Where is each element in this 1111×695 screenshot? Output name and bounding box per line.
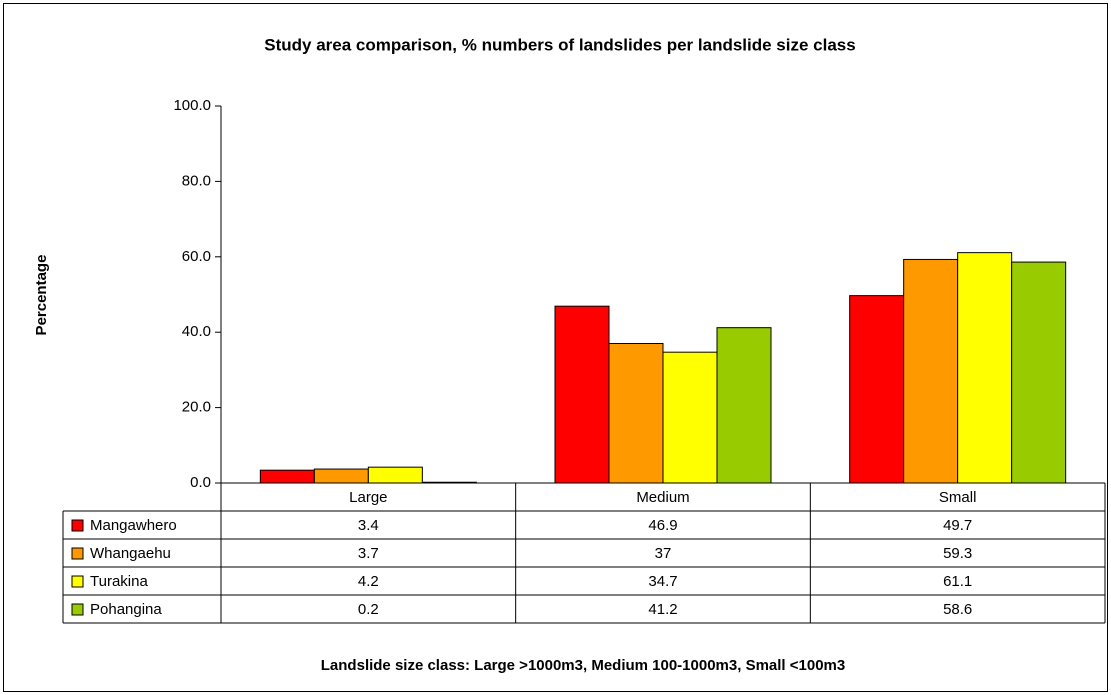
table-value: 59.3 bbox=[943, 545, 972, 562]
y-tick-label: 0.0 bbox=[190, 474, 211, 491]
legend-key bbox=[71, 575, 84, 588]
table-value: 61.1 bbox=[943, 573, 972, 590]
bar bbox=[957, 252, 1013, 484]
bar bbox=[554, 305, 610, 484]
y-tick-label: 20.0 bbox=[182, 399, 211, 416]
legend-label: Whangaehu bbox=[90, 545, 171, 562]
y-axis-label: Percentage bbox=[33, 255, 50, 336]
legend-key bbox=[71, 519, 84, 532]
table-value: 4.2 bbox=[358, 573, 379, 590]
legend-key bbox=[71, 547, 84, 560]
table-value: 3.7 bbox=[358, 545, 379, 562]
table-value: 34.7 bbox=[648, 573, 677, 590]
legend-label: Pohangina bbox=[90, 601, 162, 618]
x-tick-label: Medium bbox=[636, 489, 689, 506]
bar bbox=[313, 468, 369, 484]
bar bbox=[608, 343, 664, 484]
table-value: 46.9 bbox=[648, 517, 677, 534]
legend-label: Turakina bbox=[90, 573, 148, 590]
table-value: 58.6 bbox=[943, 601, 972, 618]
chart-title: Study area comparison, % numbers of land… bbox=[264, 35, 855, 54]
x-tick-label: Large bbox=[349, 489, 387, 506]
bar bbox=[662, 351, 718, 484]
bar bbox=[259, 469, 315, 484]
y-tick-label: 60.0 bbox=[182, 248, 211, 265]
bar bbox=[367, 466, 423, 484]
table-value: 3.4 bbox=[358, 517, 379, 534]
table-value: 41.2 bbox=[648, 601, 677, 618]
y-tick-label: 80.0 bbox=[182, 172, 211, 189]
table-value: 49.7 bbox=[943, 517, 972, 534]
bar bbox=[421, 481, 477, 484]
bar bbox=[849, 295, 905, 484]
table-value: 37 bbox=[655, 545, 672, 562]
x-axis-label: Landslide size class: Large >1000m3, Med… bbox=[321, 657, 845, 674]
y-tick-label: 40.0 bbox=[182, 323, 211, 340]
y-tick-label: 100.0 bbox=[173, 97, 211, 114]
table-value: 0.2 bbox=[358, 601, 379, 618]
bar bbox=[716, 327, 772, 484]
legend-key bbox=[71, 603, 84, 616]
legend-label: Mangawhero bbox=[90, 517, 177, 534]
bar bbox=[1011, 261, 1067, 484]
bar bbox=[903, 258, 959, 484]
x-tick-label: Small bbox=[939, 489, 977, 506]
